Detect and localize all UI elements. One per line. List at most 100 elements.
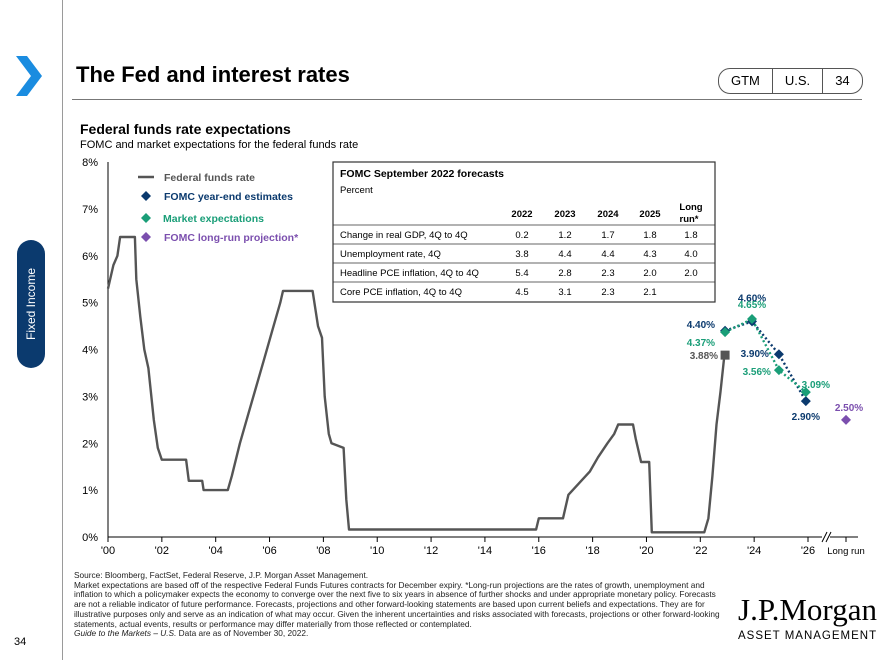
logo-line2: ASSET MANAGEMENT bbox=[738, 630, 878, 642]
x-tick-label: '24 bbox=[747, 545, 761, 557]
market-point-label: 4.65% bbox=[738, 300, 766, 311]
y-tick-label: 4% bbox=[82, 345, 98, 357]
x-tick-label: '22 bbox=[693, 545, 707, 557]
forecast-table-cell: 2.3 bbox=[601, 268, 614, 279]
x-tick-label: '06 bbox=[262, 545, 276, 557]
forecast-table-col-header: 2024 bbox=[597, 209, 619, 220]
legend-label-fed: Federal funds rate bbox=[164, 172, 255, 184]
y-tick-label: 3% bbox=[82, 391, 98, 403]
forecast-table-row-label: Unemployment rate, 4Q bbox=[340, 249, 441, 260]
forecast-table-col-header: run* bbox=[680, 214, 699, 225]
x-tick-label: '18 bbox=[585, 545, 599, 557]
market-point bbox=[720, 327, 731, 338]
left-margin-rule bbox=[62, 0, 63, 660]
fed-funds-line bbox=[106, 235, 726, 534]
market-point-label: 3.56% bbox=[743, 367, 771, 378]
forecast-table-cell: 3.8 bbox=[515, 249, 528, 260]
forecast-table-cell: 4.0 bbox=[684, 249, 697, 260]
legend-swatch-market bbox=[141, 213, 151, 223]
footnotes: Source: Bloomberg, FactSet, Federal Rese… bbox=[74, 570, 726, 639]
fomc-point-label: 3.90% bbox=[741, 349, 769, 360]
forecast-table-cell: 1.2 bbox=[558, 230, 571, 241]
asof-note: Guide to the Markets – U.S. Data are as … bbox=[74, 628, 726, 639]
forecast-table-cell: 1.8 bbox=[643, 230, 656, 241]
forecast-table-box bbox=[332, 161, 716, 303]
forecast-table-cell: 4.5 bbox=[515, 287, 528, 298]
forecast-table-cell: 2.0 bbox=[684, 268, 697, 279]
forecast-table-col-header: Long bbox=[679, 202, 702, 213]
market-point bbox=[773, 365, 784, 376]
y-tick-label: 7% bbox=[82, 204, 98, 216]
tag-gtm: GTM bbox=[731, 73, 760, 88]
forecast-table-col-header: 2025 bbox=[639, 209, 661, 220]
forecast-table-col-header: 2023 bbox=[554, 209, 575, 220]
forecast-table-cell: 1.7 bbox=[601, 230, 614, 241]
y-tick-label: 1% bbox=[82, 485, 98, 497]
forecast-table-cell: 2.0 bbox=[643, 268, 656, 279]
y-tick-label: 0% bbox=[82, 532, 98, 544]
forecast-table-row-label: Core PCE inflation, 4Q to 4Q bbox=[340, 287, 462, 298]
tag-page: 34 bbox=[822, 69, 861, 93]
fomc-point bbox=[773, 349, 784, 360]
axis-break-mark bbox=[821, 531, 828, 543]
market-point-label: 4.37% bbox=[687, 338, 715, 349]
forecast-table-cell: 4.4 bbox=[601, 249, 614, 260]
fed-funds-current-marker bbox=[720, 350, 730, 360]
forecast-table-title: FOMC September 2022 forecasts bbox=[340, 168, 504, 180]
asof-date: Data are as of November 30, 2022. bbox=[176, 628, 309, 639]
fomc-point-label: 4.40% bbox=[687, 320, 715, 331]
market-point bbox=[747, 314, 757, 325]
page-number: 34 bbox=[14, 636, 27, 648]
forecast-table-row-label: Headline PCE inflation, 4Q to 4Q bbox=[340, 268, 479, 279]
fomc-point-label: 4.60% bbox=[738, 293, 766, 304]
x-tick-label: '08 bbox=[316, 545, 330, 557]
x-tick-label: '04 bbox=[209, 545, 223, 557]
tag-region: U.S. bbox=[771, 69, 822, 93]
fomc-point bbox=[800, 396, 811, 407]
market-dotted-line bbox=[724, 317, 807, 394]
x-tick-label: '26 bbox=[801, 545, 815, 557]
disclaimer: Market expectations are based off of the… bbox=[74, 579, 720, 629]
chart-title: Federal funds rate expectations bbox=[80, 121, 291, 137]
forecast-table-cell: 3.1 bbox=[558, 287, 571, 298]
axis-break-mark bbox=[825, 531, 832, 543]
fomc-point-label: 2.90% bbox=[792, 412, 820, 423]
y-tick-label: 2% bbox=[82, 438, 98, 450]
market-point-label: 3.09% bbox=[802, 380, 830, 391]
x-tick-label: '12 bbox=[424, 545, 438, 557]
chevron-right-icon bbox=[16, 56, 42, 96]
y-tick-label: 6% bbox=[82, 251, 98, 263]
legend-swatch-fomc bbox=[141, 191, 151, 201]
section-tab[interactable]: Fixed Income bbox=[17, 240, 45, 368]
title-divider bbox=[72, 99, 862, 100]
y-tick-label: 8% bbox=[82, 157, 98, 169]
fed-funds-current-label: 3.88% bbox=[690, 351, 718, 362]
logo-line1: J.P.Morgan bbox=[738, 592, 877, 627]
legend-swatch-longrun bbox=[141, 232, 151, 242]
legend-label-longrun: FOMC long-run projection* bbox=[164, 232, 299, 244]
y-tick-label: 5% bbox=[82, 298, 98, 310]
forecast-table-cell: 1.8 bbox=[684, 230, 697, 241]
x-tick-label: '00 bbox=[101, 545, 115, 557]
chart-subtitle: FOMC and market expectations for the fed… bbox=[80, 139, 359, 151]
x-tick-label: '20 bbox=[639, 545, 653, 557]
forecast-table-cell: 0.2 bbox=[515, 230, 528, 241]
forecast-table-cell: 2.1 bbox=[643, 287, 656, 298]
long-run-point bbox=[841, 414, 851, 425]
forecast-table-cell: 2.3 bbox=[601, 287, 614, 298]
legend-label-market: Market expectations bbox=[163, 213, 264, 225]
source-note: Source: Bloomberg, FactSet, Federal Rese… bbox=[74, 570, 369, 580]
gtm-tags: GTM U.S. 34 bbox=[718, 68, 863, 94]
forecast-table-row-label: Change in real GDP, 4Q to 4Q bbox=[340, 230, 468, 241]
gtm-title: Guide to the Markets – U.S. bbox=[74, 628, 177, 639]
x-tick-label: '14 bbox=[478, 545, 492, 557]
long-run-tick-label: Long run bbox=[827, 546, 865, 557]
forecast-table-cell: 4.4 bbox=[558, 249, 571, 260]
forecast-table-cell: 5.4 bbox=[515, 268, 528, 279]
forecast-table-col-header: 2022 bbox=[511, 209, 532, 220]
x-tick-label: '02 bbox=[155, 545, 169, 557]
long-run-label: 2.50% bbox=[835, 403, 863, 414]
page-title: The Fed and interest rates bbox=[76, 62, 350, 87]
fomc-dotted-line bbox=[724, 319, 807, 402]
